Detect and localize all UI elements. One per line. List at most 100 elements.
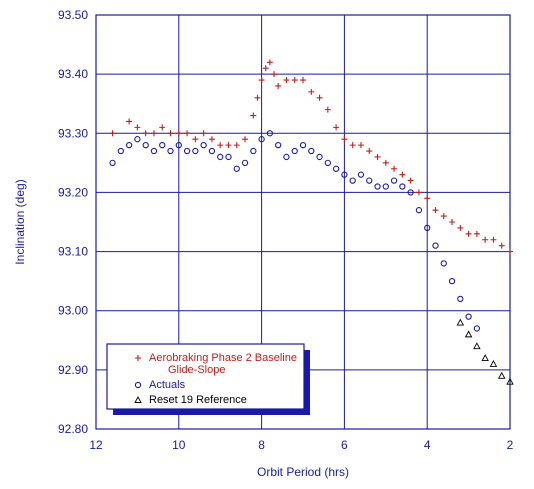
- data-point-plus: [490, 236, 497, 243]
- series-plus-group: [109, 59, 513, 255]
- data-point-circle: [192, 147, 199, 155]
- data-point-circle: [448, 277, 456, 285]
- data-point-circle: [159, 141, 166, 149]
- data-point-circle: [142, 141, 149, 149]
- data-point-plus: [366, 148, 373, 155]
- data-point-circle: [208, 147, 216, 155]
- data-point-circle: [473, 325, 481, 332]
- data-point-plus: [432, 207, 439, 214]
- plot-frame: [95, 14, 511, 430]
- legend: Aerobraking Phase 2 Baseline Glide-Slope…: [106, 343, 310, 415]
- legend-label-baseline: Aerobraking Phase 2 Baseline: [149, 352, 297, 364]
- data-point-circle: [125, 141, 133, 149]
- data-point-plus: [341, 136, 348, 143]
- y-tick-label: 93.50: [58, 8, 88, 22]
- data-point-circle: [465, 313, 472, 320]
- data-point-plus: [349, 142, 356, 149]
- data-point-triangle: [473, 342, 481, 350]
- data-point-circle: [332, 165, 340, 172]
- y-axis-ticks: 92.80 92.90 93.00 93.10 93.20 93.30 93.40 93.50: [58, 8, 88, 436]
- data-point-circle: [217, 153, 224, 161]
- data-point-circle: [390, 177, 398, 184]
- data-point-plus: [399, 171, 406, 178]
- data-point-plus: [498, 242, 505, 249]
- data-point-circle: [291, 147, 298, 155]
- legend-box: [106, 343, 305, 410]
- y-tick-label: 93.10: [58, 245, 88, 259]
- x-tick-label: 4: [424, 438, 431, 452]
- y-tick-label: 93.30: [58, 126, 88, 140]
- data-point-circle: [250, 147, 257, 155]
- data-point-circle: [241, 159, 249, 167]
- data-point-circle: [407, 189, 414, 196]
- data-point-triangle: [464, 330, 473, 338]
- data-point-triangle: [456, 318, 465, 326]
- data-point-circle: [366, 177, 373, 184]
- data-point-circle: [440, 260, 447, 267]
- data-point-circle: [258, 136, 265, 143]
- x-tick-label: 12: [89, 438, 103, 452]
- series-circle-group: [109, 130, 481, 332]
- data-point-plus: [159, 124, 166, 131]
- data-point-plus: [233, 142, 240, 149]
- data-point-circle: [382, 183, 389, 190]
- data-point-plus: [242, 136, 249, 143]
- data-point-plus: [142, 130, 149, 137]
- x-axis-ticks: 12 10 8 6 4 2: [89, 438, 513, 452]
- data-point-triangle: [481, 354, 489, 361]
- x-tick-label: 8: [258, 438, 265, 452]
- data-point-circle: [424, 224, 431, 232]
- x-axis-title: Orbit Period (hrs): [257, 465, 349, 479]
- data-marks: [109, 59, 514, 385]
- data-point-plus: [507, 248, 513, 255]
- data-point-plus: [250, 112, 257, 119]
- data-point-plus: [254, 94, 261, 101]
- data-point-plus: [333, 124, 340, 131]
- data-point-circle: [233, 165, 240, 172]
- data-point-plus: [482, 236, 489, 243]
- data-point-plus: [258, 77, 265, 84]
- data-point-plus: [357, 142, 364, 149]
- data-point-circle: [341, 171, 348, 178]
- data-point-circle: [308, 147, 315, 155]
- data-point-circle: [357, 171, 365, 178]
- data-point-plus: [291, 77, 298, 84]
- legend-marker-plus: [135, 355, 141, 361]
- data-point-plus: [275, 82, 282, 89]
- data-point-plus: [415, 189, 422, 196]
- data-point-plus: [391, 165, 398, 172]
- data-point-plus: [266, 59, 273, 66]
- data-point-plus: [374, 153, 381, 160]
- data-point-plus: [324, 106, 331, 113]
- data-point-circle: [167, 147, 174, 155]
- data-point-plus: [308, 88, 315, 95]
- data-point-circle: [399, 183, 406, 190]
- data-point-circle: [374, 183, 381, 190]
- data-point-triangle: [506, 377, 514, 385]
- data-point-circle: [457, 295, 464, 303]
- data-point-plus: [300, 77, 306, 84]
- y-tick-label: 92.80: [58, 422, 88, 436]
- data-point-plus: [424, 195, 431, 202]
- legend-marker-triangle: [134, 396, 142, 403]
- y-tick-label: 93.00: [58, 304, 88, 318]
- x-tick-label: 2: [507, 438, 514, 452]
- data-point-circle: [324, 159, 331, 167]
- data-point-plus: [473, 230, 480, 237]
- data-point-circle: [175, 141, 182, 149]
- data-point-plus: [192, 136, 199, 143]
- data-point-plus: [449, 219, 456, 225]
- data-point-circle: [109, 159, 116, 167]
- data-point-triangle: [489, 360, 498, 367]
- series-triangle-group: [456, 318, 514, 385]
- data-point-circle: [432, 242, 439, 249]
- y-tick-label: 93.40: [58, 67, 88, 81]
- data-point-plus: [208, 136, 215, 143]
- data-point-circle: [283, 153, 290, 161]
- data-point-circle: [225, 153, 232, 161]
- data-point-circle: [150, 147, 158, 155]
- data-point-circle: [134, 136, 141, 143]
- data-point-plus: [217, 142, 224, 149]
- data-point-plus: [407, 177, 414, 184]
